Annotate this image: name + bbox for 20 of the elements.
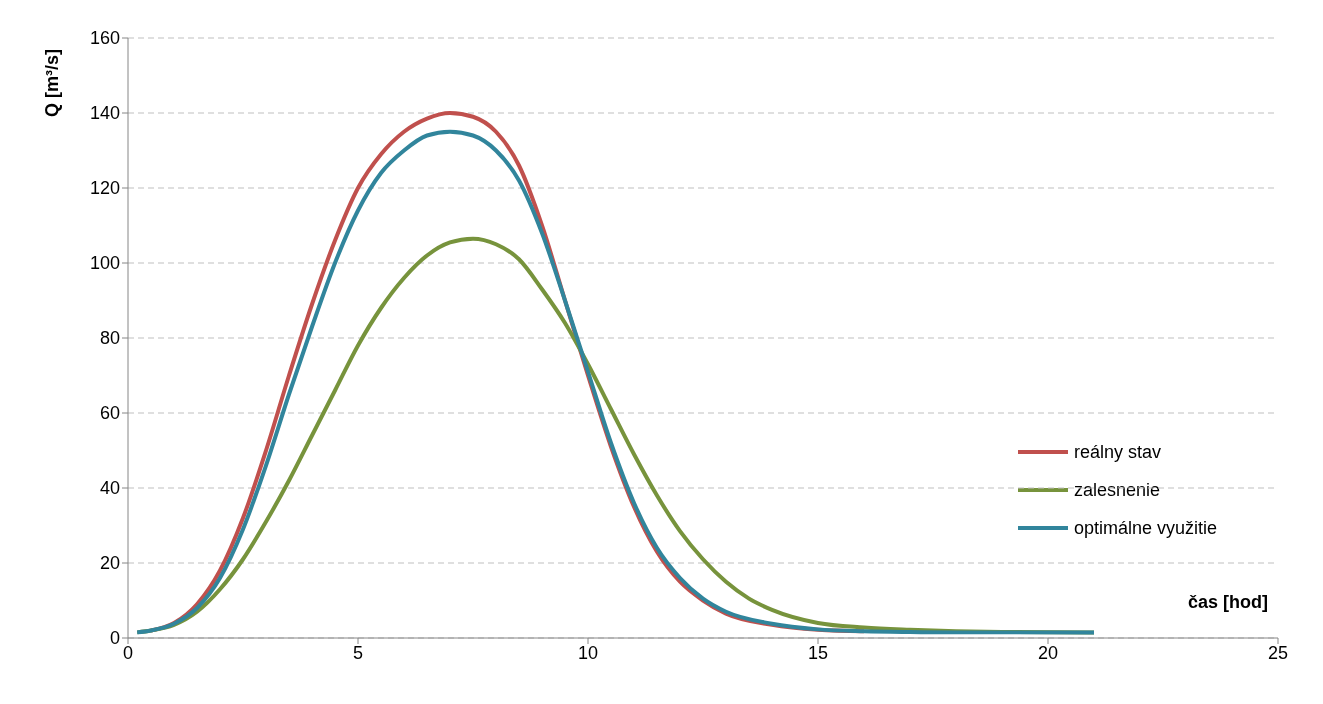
- x-tick-label: 25: [1267, 642, 1289, 663]
- y-tick-label: 40: [99, 478, 120, 499]
- x-tick-label: 0: [122, 642, 134, 663]
- y-tick-label: 160: [89, 28, 120, 49]
- y-tick-label: 20: [99, 553, 120, 574]
- x-axis-title: čas [hod]: [1187, 592, 1268, 612]
- y-axis-title: Q [m³/s]: [42, 48, 62, 118]
- y-tick-label: 60: [99, 403, 120, 424]
- x-tick-label: 20: [1037, 642, 1059, 663]
- x-tick-label: 10: [577, 642, 599, 663]
- y-tick-label: 0: [109, 628, 120, 649]
- x-tick-label: 5: [352, 642, 364, 663]
- legend-label: reálny stav: [1074, 441, 1162, 463]
- y-tick-label: 100: [89, 253, 120, 274]
- legend-label: optimálne využitie: [1074, 517, 1218, 539]
- y-tick-label: 80: [99, 328, 120, 349]
- x-tick-label: 15: [807, 642, 829, 663]
- y-tick-label: 120: [89, 178, 120, 199]
- y-tick-label: 140: [89, 103, 120, 124]
- legend-label: zalesnenie: [1074, 479, 1161, 501]
